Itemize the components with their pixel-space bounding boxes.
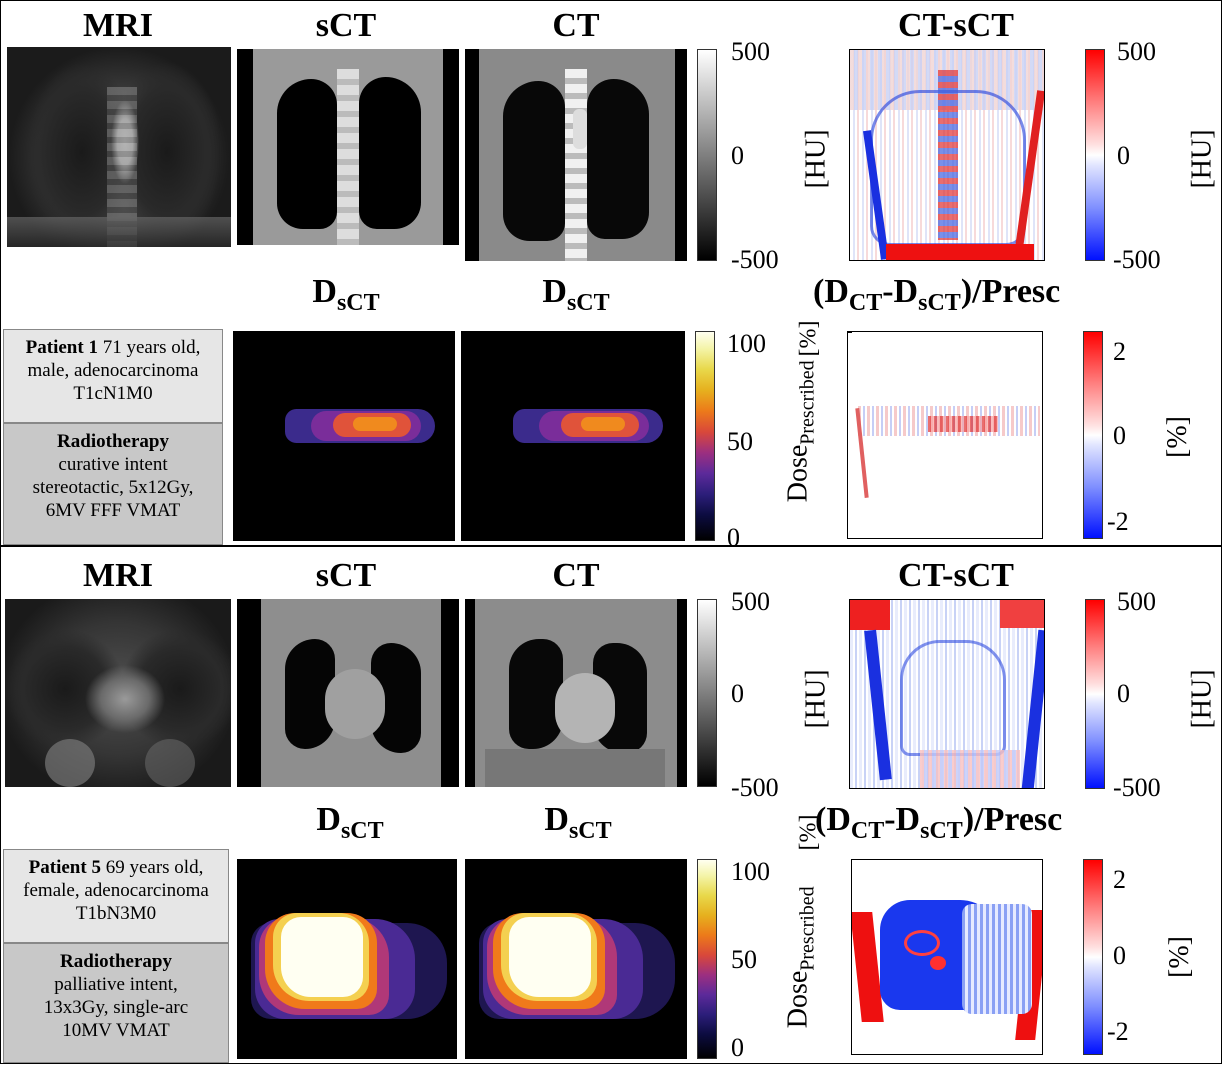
diff-dose-unit-label: [%] bbox=[1161, 416, 1193, 458]
hu-tick-min: -500 bbox=[731, 773, 779, 802]
dose-prescribed-axis-label: DosePrescribed bbox=[782, 360, 819, 503]
dose-sct-image-1 bbox=[237, 859, 457, 1059]
diff-hu-tick-mid: 0 bbox=[1117, 141, 1130, 170]
ct-title: CT bbox=[552, 557, 600, 594]
dose-sct-image-2 bbox=[465, 859, 687, 1059]
hu-unit-label: [HU] bbox=[800, 669, 832, 729]
diff-dose-tick-min: -2 bbox=[1107, 1017, 1129, 1046]
hu-tick-mid: 0 bbox=[731, 141, 744, 170]
dose-sct-image-1 bbox=[233, 331, 455, 541]
hu-tick-max: 500 bbox=[731, 587, 770, 616]
dose-tick-mid: 50 bbox=[731, 945, 757, 974]
dose-prescribed-axis-label: DosePrescribed bbox=[782, 886, 819, 1029]
dose-sct-title-1: DsCT bbox=[312, 273, 380, 316]
dose-axis-unit: [%] bbox=[795, 320, 822, 357]
dose-sct-title-2: DsCT bbox=[542, 273, 610, 316]
diff-hu-unit-label: [HU] bbox=[1186, 129, 1218, 189]
dose-axis-unit: [%] bbox=[795, 814, 822, 851]
ct-image bbox=[465, 599, 687, 787]
patient-info-box: Patient 1 71 years old, male, adenocarci… bbox=[3, 329, 223, 423]
patient-info-box: Patient 5 69 years old, female, adenocar… bbox=[3, 849, 229, 943]
dose-colorbar bbox=[695, 331, 715, 541]
mri-title: MRI bbox=[83, 557, 153, 594]
patient-name: Patient 1 bbox=[25, 337, 98, 358]
diff-dose-tick-min: -2 bbox=[1107, 507, 1129, 536]
dose-sct-title-1: DsCT bbox=[316, 801, 384, 844]
radiotherapy-info-box: Radiotherapy palliative intent, 13x3Gy, … bbox=[3, 943, 229, 1063]
dose-sct-image-2 bbox=[461, 331, 685, 541]
dose-tick-max: 100 bbox=[731, 857, 770, 886]
sct-image bbox=[237, 599, 459, 787]
diff-dose-colorbar bbox=[1083, 859, 1103, 1055]
diff-dose-tick-mid: 0 bbox=[1113, 941, 1126, 970]
ct-title: CT bbox=[552, 7, 600, 44]
dose-tick-min: 0 bbox=[731, 1033, 744, 1062]
diff-hu-tick-mid: 0 bbox=[1117, 679, 1130, 708]
diff-hu-tick-max: 500 bbox=[1117, 37, 1156, 66]
hu-colorbar bbox=[697, 599, 717, 787]
dose-tick-min: 0 bbox=[727, 523, 740, 552]
radiotherapy-info-box: Radiotherapy curative intent stereotacti… bbox=[3, 423, 223, 545]
dose-tick-mid: 50 bbox=[727, 427, 753, 456]
hu-tick-mid: 0 bbox=[731, 679, 744, 708]
patient-name: Patient 5 bbox=[28, 857, 101, 878]
diff-hu-colorbar bbox=[1085, 49, 1105, 261]
diff-dose-tick-max: 2 bbox=[1113, 865, 1126, 894]
ct-sct-difference-image bbox=[849, 599, 1045, 789]
ct-sct-title: CT-sCT bbox=[898, 557, 1014, 594]
diff-hu-tick-min: -500 bbox=[1113, 773, 1161, 802]
mri-title: MRI bbox=[83, 7, 153, 44]
sct-title: sCT bbox=[315, 7, 377, 44]
dose-difference-title: (DCT-DsCT)/Presc bbox=[815, 801, 1063, 844]
patient-5-panel: MRI sCT CT CT-sCT 500 0 -500 [HU] 500 0 … bbox=[0, 546, 1222, 1064]
dose-colorbar bbox=[697, 859, 717, 1059]
mri-image bbox=[5, 599, 231, 787]
hu-tick-min: -500 bbox=[731, 245, 779, 274]
diff-dose-tick-mid: 0 bbox=[1113, 421, 1126, 450]
patient-1-panel: MRI sCT CT CT-sCT 500 0 -500 [HU] 500 0 … bbox=[0, 0, 1222, 551]
ct-sct-difference-image bbox=[849, 49, 1045, 261]
sct-image bbox=[237, 49, 459, 245]
diff-hu-colorbar bbox=[1085, 599, 1105, 789]
dose-sct-title-2: DsCT bbox=[544, 801, 612, 844]
ct-image bbox=[465, 49, 687, 261]
diff-hu-unit-label: [HU] bbox=[1186, 669, 1218, 729]
hu-tick-max: 500 bbox=[731, 37, 770, 66]
sct-title: sCT bbox=[315, 557, 377, 594]
diff-dose-tick-max: 2 bbox=[1113, 337, 1126, 366]
diff-hu-tick-max: 500 bbox=[1117, 587, 1156, 616]
hu-unit-label: [HU] bbox=[800, 129, 832, 189]
hu-colorbar bbox=[697, 49, 717, 261]
dose-difference-plot bbox=[847, 331, 1043, 539]
diff-dose-colorbar bbox=[1083, 331, 1103, 539]
ct-sct-title: CT-sCT bbox=[898, 7, 1014, 44]
diff-hu-tick-min: -500 bbox=[1113, 245, 1161, 274]
mri-image bbox=[7, 47, 231, 247]
dose-difference-title: (DCT-DsCT)/Presc bbox=[813, 273, 1061, 316]
diff-dose-unit-label: [%] bbox=[1163, 936, 1195, 978]
dose-difference-plot bbox=[851, 859, 1043, 1055]
dose-tick-max: 100 bbox=[727, 329, 766, 358]
